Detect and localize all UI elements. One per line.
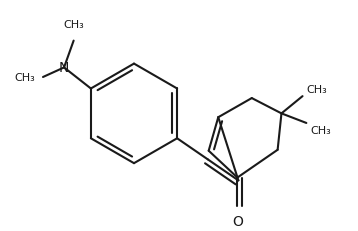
Text: N: N: [59, 61, 69, 75]
Text: CH₃: CH₃: [63, 20, 84, 30]
Text: CH₃: CH₃: [15, 73, 35, 83]
Text: O: O: [232, 214, 243, 228]
Text: CH₃: CH₃: [306, 85, 327, 95]
Text: CH₃: CH₃: [310, 125, 331, 135]
